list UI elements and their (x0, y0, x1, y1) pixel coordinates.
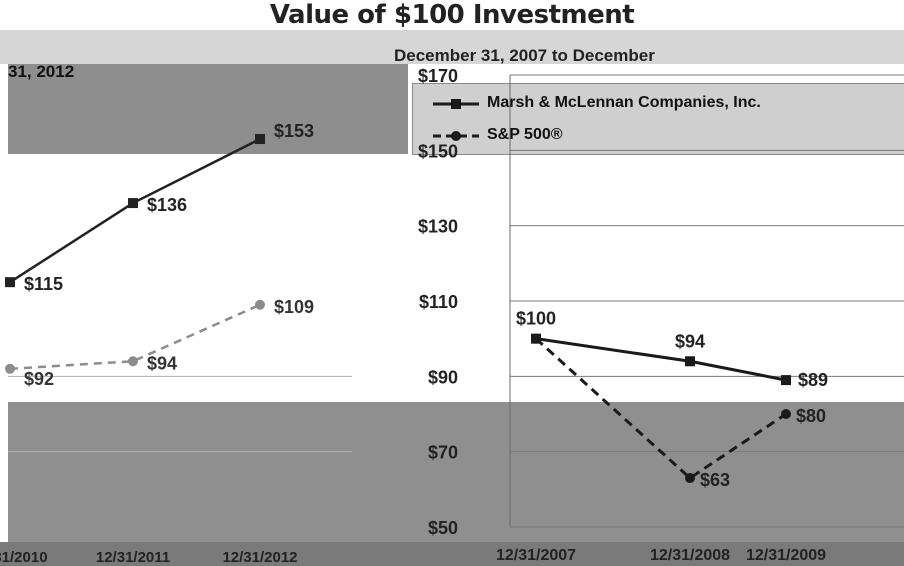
series-line (534, 337, 787, 480)
lower-panel (8, 402, 904, 542)
footer-band (0, 542, 904, 566)
data-point (781, 375, 791, 386)
data-point (685, 356, 695, 367)
upper-left-panel (8, 64, 408, 154)
legend-swatch-mmc (433, 99, 479, 109)
data-point (5, 277, 15, 288)
data-point (128, 356, 138, 367)
data-label: $89 (798, 370, 828, 390)
legend-label-mmc: Marsh & McLennan Companies, Inc. (487, 94, 761, 111)
legend-swatch-sp500 (433, 131, 479, 141)
data-label: $94 (675, 331, 705, 351)
data-label: $92 (24, 369, 54, 389)
data-label: $153 (274, 121, 314, 141)
series-line (9, 303, 261, 371)
legend-label-sp500: S&P 500® (487, 126, 563, 143)
data-label: $63 (700, 470, 730, 490)
y-tick-label: $50 (428, 518, 458, 538)
y-tick-label: $70 (428, 443, 458, 463)
x-axis: 12/31/2007 12/31/2008 12/31/2009 12/31/2010… (0, 547, 826, 566)
x-tick-label: 12/31/2008 (650, 547, 730, 564)
data-label: $109 (274, 297, 314, 317)
x-tick-label: 12/31/2012 (222, 549, 297, 566)
chart-title: Value of $100 Investment (269, 0, 635, 30)
series-line (9, 137, 261, 284)
data-label: $136 (147, 195, 187, 215)
header-band (0, 30, 904, 64)
data-point (781, 409, 791, 419)
x-tick-label: 12/31/2009 (746, 547, 826, 564)
x-tick-label: 12/31/2010 (0, 549, 48, 566)
data-label: $100 (516, 309, 556, 329)
grid-right (509, 74, 904, 528)
y-tick-label: $110 (419, 292, 458, 312)
data-label: $94 (147, 353, 177, 373)
y-tick-label: $90 (428, 367, 458, 387)
data-label: $80 (796, 406, 826, 426)
y-tick-label: $150 (418, 141, 458, 161)
data-point (531, 333, 541, 344)
data-label: $115 (24, 274, 63, 294)
data-point (255, 299, 265, 310)
x-tick-label: 12/31/2011 (96, 549, 170, 566)
series-left: $115 $136 $153 $92 $94 $109 (5, 121, 314, 389)
y-tick-label: $130 (418, 217, 458, 237)
legend: Marsh & McLennan Companies, Inc. S&P 500… (412, 83, 904, 155)
left-date-fragment: 31, 2012 (8, 62, 75, 81)
data-point (128, 198, 138, 209)
series-right: $100 $94 $89 $63 $80 (516, 309, 828, 490)
x-tick-label: 12/31/2007 (496, 547, 576, 564)
data-point (685, 473, 695, 484)
grid-left (8, 375, 352, 453)
data-point (255, 134, 265, 145)
chart-subtitle: December 31, 2007 to December (394, 46, 655, 65)
y-axis: $50 $70 $90 $110 $130 $150 $170 (418, 66, 458, 538)
data-point (5, 363, 15, 374)
y-tick-label: $170 (418, 66, 458, 86)
